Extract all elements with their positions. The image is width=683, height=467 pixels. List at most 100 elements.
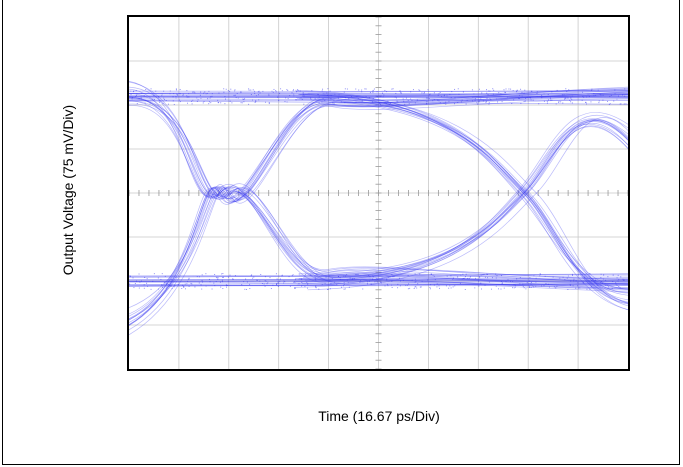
noise-dot: [567, 275, 569, 277]
noise-dot: [437, 99, 439, 101]
noise-dot: [372, 276, 374, 278]
noise-dot: [164, 275, 166, 277]
noise-dot: [380, 95, 382, 97]
noise-dot: [392, 88, 394, 90]
eye-trace: [295, 111, 629, 283]
noise-dot: [570, 101, 572, 103]
noise-dot: [337, 276, 339, 278]
noise-dot: [380, 103, 382, 105]
noise-dot: [379, 102, 381, 104]
noise-dot: [227, 90, 229, 92]
noise-dot: [589, 273, 591, 275]
noise-dot: [421, 92, 423, 94]
noise-dot: [144, 102, 146, 104]
noise-dot: [503, 287, 505, 289]
noise-dot: [602, 94, 604, 96]
noise-dot: [277, 282, 279, 284]
noise-dot: [622, 278, 624, 280]
noise-dot: [400, 92, 402, 94]
noise-dot: [287, 89, 289, 91]
noise-dot: [457, 102, 459, 104]
noise-dot: [161, 93, 163, 95]
noise-dot: [368, 280, 370, 282]
noise-dot: [233, 94, 235, 96]
noise-dot: [315, 287, 317, 289]
noise-dot: [493, 89, 495, 91]
noise-dot: [236, 92, 238, 94]
noise-dot: [492, 88, 494, 90]
noise-dot: [416, 287, 418, 289]
noise-dot: [304, 286, 306, 288]
noise-dot: [385, 102, 387, 104]
noise-dot: [293, 93, 295, 95]
noise-dot: [586, 96, 588, 98]
eye-trace: [128, 98, 629, 285]
noise-dot: [130, 90, 132, 92]
noise-dot: [219, 281, 221, 283]
noise-dot: [158, 100, 160, 102]
eye-trace: [298, 121, 629, 280]
noise-dot: [344, 88, 346, 90]
noise-dot: [291, 275, 293, 277]
noise-dot: [229, 91, 231, 93]
noise-dot: [376, 91, 378, 93]
noise-dot: [209, 281, 211, 283]
noise-dot: [571, 98, 573, 100]
noise-dot: [485, 101, 487, 103]
eye-trace: [128, 100, 629, 105]
noise-dot: [454, 88, 456, 90]
noise-dot: [191, 283, 193, 285]
noise-dot: [612, 274, 614, 276]
eye-trace: [128, 100, 629, 280]
noise-dot: [360, 280, 362, 282]
noise-dot: [488, 102, 490, 104]
noise-dot: [133, 90, 135, 92]
noise-dot: [224, 103, 226, 105]
noise-dot: [490, 288, 492, 290]
noise-dot: [599, 93, 601, 95]
noise-dot: [498, 92, 500, 94]
noise-dot: [513, 99, 515, 101]
noise-dot: [315, 286, 317, 288]
noise-dot: [165, 100, 167, 102]
noise-dot: [226, 284, 228, 286]
noise-dot: [343, 91, 345, 93]
noise-dot: [530, 283, 532, 285]
noise-dot: [619, 287, 621, 289]
noise-dot: [567, 288, 569, 290]
noise-dot: [564, 98, 566, 100]
noise-dot: [294, 287, 296, 289]
noise-dot: [412, 89, 414, 91]
noise-dot: [227, 280, 229, 282]
eye-trace: [307, 93, 629, 307]
noise-dot: [131, 96, 133, 98]
noise-dot: [302, 95, 304, 97]
noise-dot: [478, 100, 480, 102]
noise-dot: [595, 94, 597, 96]
noise-dot: [530, 281, 532, 283]
eye-trace: [297, 125, 629, 286]
noise-dot: [426, 100, 428, 102]
noise-dot: [508, 88, 510, 90]
noise-dot: [179, 93, 181, 95]
eye-trace: [128, 96, 629, 285]
noise-dot: [329, 288, 331, 290]
noise-dot: [240, 92, 242, 94]
noise-dot: [624, 95, 626, 97]
noise-dot: [402, 279, 404, 281]
noise-dot: [414, 102, 416, 104]
eye-trace: [298, 120, 629, 276]
noise-dot: [382, 96, 384, 98]
noise-dot: [559, 277, 561, 279]
eye-trace: [128, 279, 629, 283]
noise-dot: [136, 103, 138, 105]
noise-dot: [240, 102, 242, 104]
noise-dot: [510, 88, 512, 90]
noise-dot: [346, 274, 348, 276]
noise-dot: [608, 104, 610, 106]
noise-dot: [211, 95, 213, 97]
noise-dot: [315, 279, 317, 281]
noise-dot: [369, 92, 371, 94]
noise-dot: [303, 95, 305, 97]
noise-dot: [161, 95, 163, 97]
